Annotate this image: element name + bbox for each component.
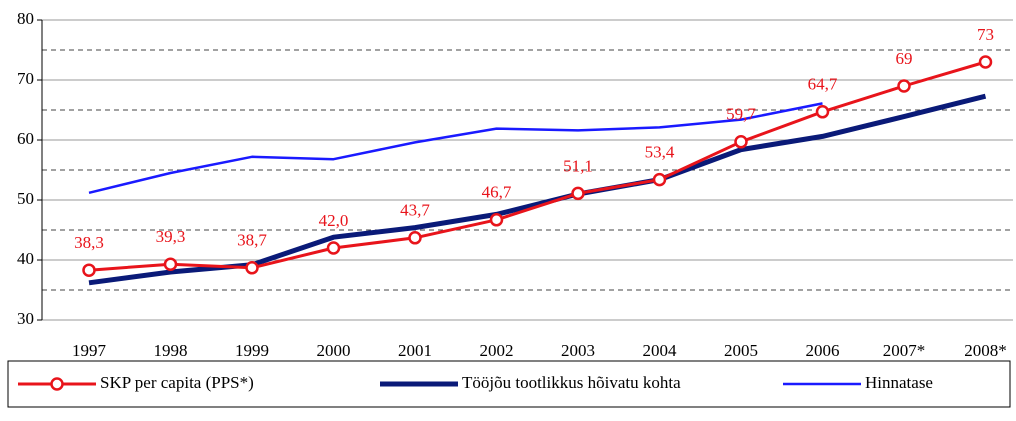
data-point <box>326 241 341 255</box>
x-tick-label: 2004 <box>643 341 678 360</box>
data-point <box>408 231 422 245</box>
data-label: 38,3 <box>74 233 104 252</box>
data-point <box>897 79 911 93</box>
data-point <box>163 257 178 271</box>
x-tick-label: 2005 <box>724 341 758 360</box>
data-label: 51,1 <box>563 156 593 175</box>
y-tick-label: 40 <box>17 249 34 268</box>
y-tick-label: 80 <box>17 9 34 28</box>
x-tick-label: 2006 <box>806 341 840 360</box>
series-line <box>88 60 986 272</box>
data-label: 38,7 <box>237 231 267 250</box>
data-point <box>734 135 748 149</box>
data-label: 53,4 <box>645 143 675 162</box>
data-label: 39,3 <box>156 227 186 246</box>
x-tick-label: 2002 <box>480 341 514 360</box>
data-point <box>82 263 96 277</box>
x-tick-label: 2001 <box>398 341 432 360</box>
legend-label: Hinnatase <box>865 373 933 392</box>
data-point <box>652 172 667 187</box>
data-point <box>245 261 259 275</box>
data-label: 73 <box>977 25 994 44</box>
legend-label: Tööjõu tootlikkus hõivatu kohta <box>462 373 681 392</box>
series-line <box>88 93 987 286</box>
x-tick-label: 1998 <box>154 341 188 360</box>
data-label: 59,7 <box>726 105 756 124</box>
x-tick-label: 1997 <box>72 341 107 360</box>
series-line <box>88 102 823 195</box>
data-label: 46,7 <box>482 183 512 202</box>
y-tick-label: 30 <box>17 309 34 328</box>
y-tick-label: 50 <box>17 189 34 208</box>
legend-box <box>7 360 1011 408</box>
legend-label: SKP per capita (PPS*) <box>100 373 254 392</box>
data-point <box>571 186 585 201</box>
data-point <box>978 55 993 69</box>
data-point <box>815 105 830 119</box>
data-label: 69 <box>896 49 913 68</box>
data-label: 43,7 <box>400 201 430 220</box>
y-tick-label: 70 <box>17 69 34 88</box>
legend-marker <box>50 377 64 391</box>
x-tick-label: 2007* <box>883 341 926 360</box>
x-tick-label: 2003 <box>561 341 595 360</box>
data-label: 64,7 <box>808 75 838 94</box>
y-tick-label: 60 <box>17 129 34 148</box>
x-tick-label: 2000 <box>317 341 351 360</box>
data-point <box>489 213 504 227</box>
data-label: 42,0 <box>319 211 349 230</box>
x-tick-label: 2008* <box>964 341 1007 360</box>
x-tick-label: 1999 <box>235 341 269 360</box>
